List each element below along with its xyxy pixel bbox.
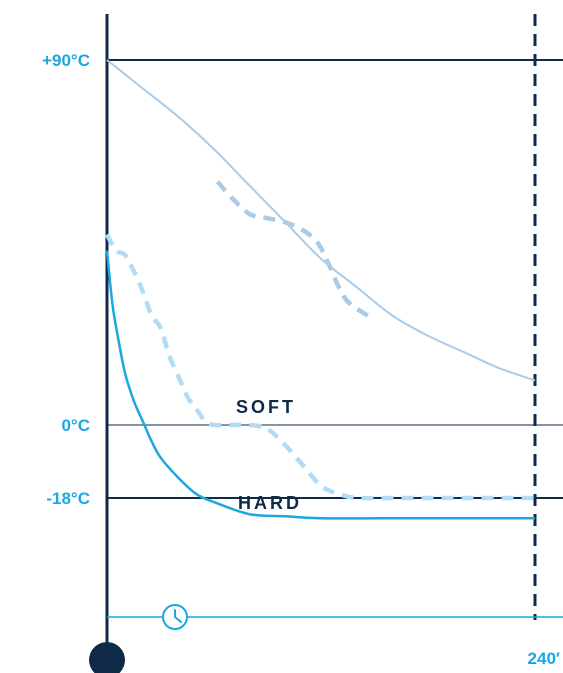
y-tick-label-minus-18: -18°C (46, 489, 90, 508)
chart-grid (105, 14, 563, 658)
series-hot-dashed (215, 180, 376, 322)
chart-series (105, 59, 536, 520)
series-hot-solid (106, 59, 536, 382)
x-end-label: 240′ (528, 649, 560, 668)
chart-icons (89, 604, 188, 673)
chart-labels: +90°C 0°C -18°C SOFT HARD 240′ (42, 51, 560, 668)
soft-label: SOFT (236, 397, 296, 417)
y-tick-label-0: 0°C (61, 416, 90, 435)
origin-dot (89, 642, 125, 673)
clock-hands (174, 609, 182, 623)
series-cold-solid (105, 250, 535, 520)
series-cold-dashed (105, 233, 535, 501)
hard-label: HARD (238, 493, 302, 513)
y-tick-label-90: +90°C (42, 51, 90, 70)
clock-icon (162, 604, 188, 630)
